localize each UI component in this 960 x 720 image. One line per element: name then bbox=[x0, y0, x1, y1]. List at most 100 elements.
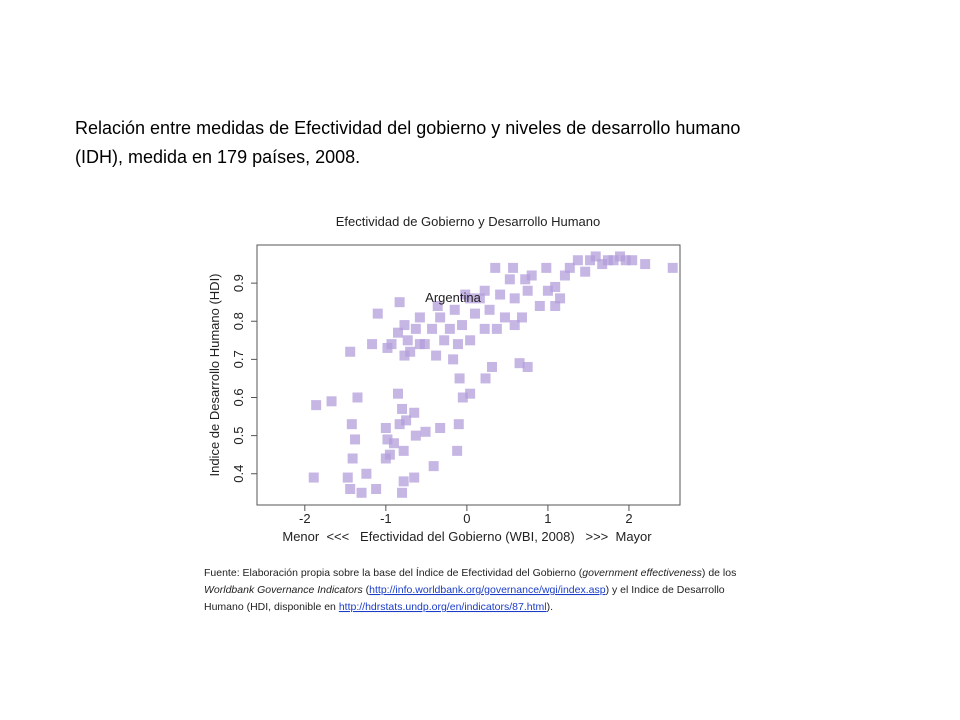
point bbox=[345, 346, 356, 357]
point bbox=[522, 361, 533, 372]
point bbox=[311, 400, 322, 411]
point bbox=[516, 312, 527, 323]
x-tick-label: 2 bbox=[625, 511, 632, 526]
point bbox=[465, 293, 476, 304]
point bbox=[449, 304, 460, 315]
point bbox=[520, 274, 531, 285]
point bbox=[432, 300, 443, 311]
point bbox=[541, 262, 552, 273]
x-tick-label: 0 bbox=[463, 511, 470, 526]
point bbox=[534, 300, 545, 311]
point bbox=[580, 266, 591, 277]
y-tick-label: 0.9 bbox=[231, 274, 246, 292]
point bbox=[347, 453, 358, 464]
point bbox=[399, 350, 410, 361]
point bbox=[504, 274, 515, 285]
point bbox=[509, 293, 520, 304]
point bbox=[356, 487, 367, 498]
source-note: Fuente: Elaboración propia sobre la base… bbox=[204, 566, 736, 613]
y-tick-label: 0.7 bbox=[231, 350, 246, 368]
point bbox=[394, 297, 405, 308]
point bbox=[388, 438, 399, 449]
point bbox=[427, 323, 438, 334]
point bbox=[453, 419, 464, 430]
source-link[interactable]: http://info.worldbank.org/governance/wgi… bbox=[369, 584, 606, 596]
point bbox=[326, 396, 337, 407]
plot-frame bbox=[256, 244, 681, 506]
point bbox=[474, 293, 485, 304]
point bbox=[465, 388, 476, 399]
point bbox=[487, 361, 497, 372]
point bbox=[431, 350, 442, 361]
point bbox=[397, 403, 408, 414]
point bbox=[435, 312, 446, 323]
point bbox=[372, 308, 383, 319]
point bbox=[414, 339, 425, 350]
point bbox=[602, 255, 613, 266]
point bbox=[559, 270, 570, 281]
point bbox=[454, 373, 465, 384]
point bbox=[410, 323, 421, 334]
x-tick-label: -2 bbox=[299, 511, 311, 526]
point bbox=[480, 373, 491, 384]
point bbox=[555, 293, 566, 304]
source-line: Humano (HDI, disponible en http://hdrsta… bbox=[204, 601, 553, 613]
source-text: Fuente: Elaboración propia sobre la base… bbox=[204, 566, 583, 579]
y-tick-label: 0.4 bbox=[231, 465, 246, 483]
point bbox=[564, 262, 575, 273]
y-tick-label: 0.6 bbox=[231, 388, 246, 406]
point bbox=[526, 270, 537, 281]
source-text: Humano (HDI, disponible en bbox=[204, 601, 339, 613]
point bbox=[499, 312, 510, 323]
point bbox=[345, 483, 356, 494]
point bbox=[393, 327, 403, 338]
point bbox=[550, 281, 561, 292]
point bbox=[457, 392, 468, 403]
source-text: government effectiveness bbox=[582, 567, 702, 579]
point bbox=[491, 323, 502, 334]
point bbox=[399, 320, 410, 331]
point bbox=[410, 430, 421, 441]
point bbox=[514, 358, 525, 369]
point bbox=[384, 449, 395, 460]
source-link[interactable]: http://hdrstats.undp.org/en/indicators/8… bbox=[339, 601, 547, 613]
source-line: Worldbank Governance Indicators (http://… bbox=[204, 584, 725, 596]
source-text: ( bbox=[363, 584, 370, 596]
point bbox=[405, 346, 416, 357]
point bbox=[640, 259, 651, 270]
point bbox=[522, 285, 533, 296]
x-tick-label: -1 bbox=[380, 511, 392, 526]
point bbox=[490, 262, 501, 273]
point bbox=[620, 255, 631, 266]
point bbox=[444, 323, 455, 334]
x-tick-label: 1 bbox=[544, 511, 551, 526]
point bbox=[585, 255, 596, 266]
point bbox=[398, 445, 409, 456]
source-text: ) de los bbox=[702, 567, 736, 579]
point bbox=[386, 339, 397, 350]
point bbox=[550, 300, 561, 311]
annotation: Argentina bbox=[425, 290, 481, 305]
point bbox=[435, 422, 446, 433]
point bbox=[469, 308, 480, 319]
source-text: Worldbank Governance Indicators bbox=[204, 584, 363, 596]
chart-title: Efectividad de Gobierno y Desarrollo Hum… bbox=[336, 214, 600, 229]
point bbox=[508, 262, 519, 273]
point bbox=[414, 312, 425, 323]
point bbox=[367, 339, 378, 350]
points bbox=[308, 251, 678, 498]
point bbox=[393, 388, 403, 399]
point bbox=[342, 472, 353, 483]
point bbox=[608, 255, 619, 266]
y-tick-label: 0.8 bbox=[231, 312, 246, 330]
point bbox=[597, 259, 608, 270]
point bbox=[402, 335, 413, 346]
point bbox=[452, 339, 463, 350]
source-line: Fuente: Elaboración propia sobre la base… bbox=[204, 566, 736, 579]
source-text: ) y el Indice de Desarrollo bbox=[606, 584, 725, 596]
point bbox=[439, 335, 450, 346]
point bbox=[401, 415, 412, 426]
y-tick-label: 0.5 bbox=[231, 427, 246, 445]
point bbox=[448, 354, 459, 365]
